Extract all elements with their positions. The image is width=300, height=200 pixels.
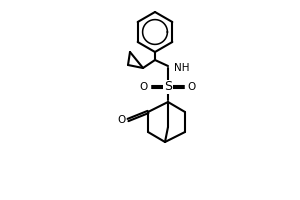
Text: NH: NH — [174, 63, 190, 73]
Text: O: O — [188, 82, 196, 92]
Text: S: S — [164, 80, 172, 94]
Text: O: O — [140, 82, 148, 92]
Text: O: O — [117, 115, 125, 125]
